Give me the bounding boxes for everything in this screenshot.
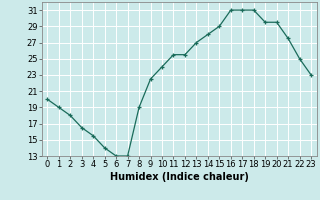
X-axis label: Humidex (Indice chaleur): Humidex (Indice chaleur) (110, 172, 249, 182)
